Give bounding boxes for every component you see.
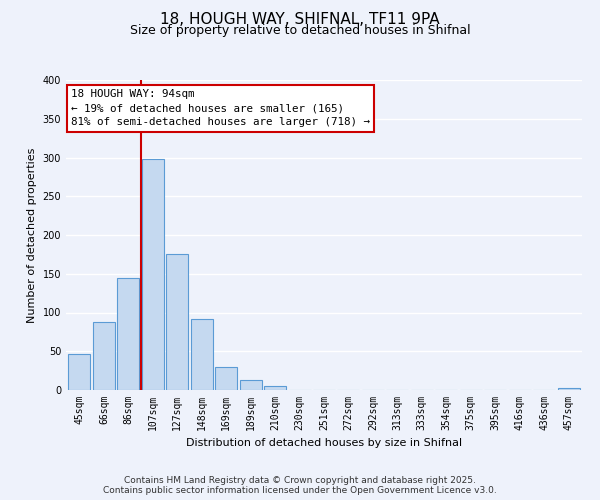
Text: 18, HOUGH WAY, SHIFNAL, TF11 9PA: 18, HOUGH WAY, SHIFNAL, TF11 9PA: [160, 12, 440, 28]
Y-axis label: Number of detached properties: Number of detached properties: [27, 148, 37, 322]
Bar: [68, 354, 91, 390]
Text: Size of property relative to detached houses in Shifnal: Size of property relative to detached ho…: [130, 24, 470, 37]
Bar: [118, 278, 139, 390]
X-axis label: Distribution of detached houses by size in Shifnal: Distribution of detached houses by size …: [186, 438, 462, 448]
Bar: [557, 388, 580, 390]
Bar: [215, 367, 237, 390]
Bar: [264, 386, 286, 390]
Bar: [239, 380, 262, 390]
Bar: [93, 322, 115, 390]
Bar: [166, 254, 188, 390]
Bar: [142, 159, 164, 390]
Text: Contains HM Land Registry data © Crown copyright and database right 2025.
Contai: Contains HM Land Registry data © Crown c…: [103, 476, 497, 495]
Bar: [191, 318, 213, 390]
Text: 18 HOUGH WAY: 94sqm
← 19% of detached houses are smaller (165)
81% of semi-detac: 18 HOUGH WAY: 94sqm ← 19% of detached ho…: [71, 90, 370, 128]
